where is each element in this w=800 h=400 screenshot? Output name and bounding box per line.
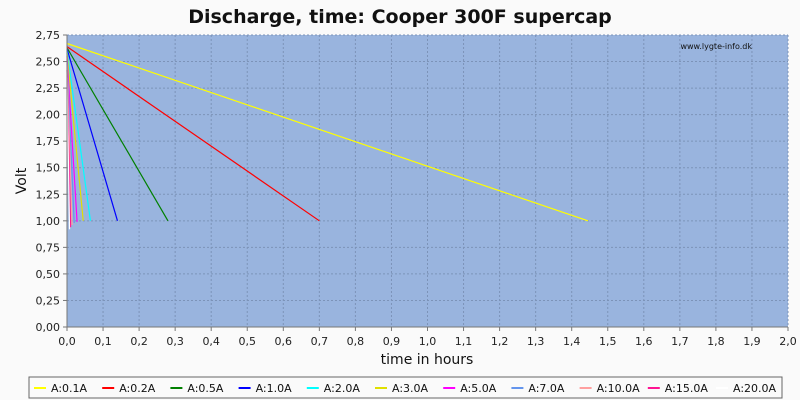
x-tick-label: 1,4 <box>563 335 581 348</box>
y-tick-label: 2,00 <box>36 109 61 122</box>
y-tick-label: 1,25 <box>36 188 61 201</box>
series-line-A:0.2A <box>66 46 320 222</box>
series-layer <box>66 42 589 230</box>
x-tick-label: 1,7 <box>671 335 689 348</box>
x-tick-label: 0,7 <box>311 335 329 348</box>
x-tick-label: 1,0 <box>419 335 437 348</box>
y-tick-label: 2,50 <box>36 56 61 69</box>
legend-label: A:0.1A <box>51 382 88 395</box>
legend-label: A:20.0A <box>733 382 777 395</box>
x-tick-label: 0,0 <box>58 335 76 348</box>
x-tick-label: 0,8 <box>347 335 365 348</box>
series-line-A:0.5A <box>66 47 169 222</box>
x-tick-label: 1,9 <box>743 335 761 348</box>
y-axis-label: Volt <box>14 167 30 194</box>
x-tick-label: 0,9 <box>383 335 401 348</box>
series-line-A:5.0A <box>66 56 78 222</box>
y-tick-label: 0,75 <box>36 241 61 254</box>
y-tick-label: 1,50 <box>36 162 61 175</box>
y-tick-label: 0,00 <box>36 321 61 334</box>
x-axis-label: time in hours <box>381 352 474 368</box>
legend-label: A:2.0A <box>324 382 361 395</box>
x-tick-label: 1,1 <box>455 335 473 348</box>
series-line-A:0.1A <box>66 42 589 222</box>
legend-label: A:5.0A <box>460 382 497 395</box>
x-tick-label: 1,6 <box>635 335 653 348</box>
legend-label: A:15.0A <box>665 382 709 395</box>
x-tick-label: 1,2 <box>491 335 509 348</box>
legend-label: A:3.0A <box>392 382 429 395</box>
series-line-A:2.0A <box>66 50 92 221</box>
x-tick-label: 0,4 <box>202 335 220 348</box>
legend-label: A:0.5A <box>187 382 224 395</box>
series-line-A:3.0A <box>66 52 84 221</box>
y-tick-label: 1,00 <box>36 215 61 228</box>
x-tick-label: 2,0 <box>779 335 797 348</box>
legend-label: A:1.0A <box>256 382 293 395</box>
x-tick-label: 1,5 <box>599 335 617 348</box>
legend-box <box>28 376 783 399</box>
grid <box>67 34 789 327</box>
y-tick-label: 2,75 <box>36 29 61 42</box>
legend-label: A:7.0A <box>528 382 565 395</box>
x-tick-label: 0,2 <box>130 335 148 348</box>
legend-label: A:0.2A <box>119 382 156 395</box>
x-tick-label: 0,3 <box>166 335 184 348</box>
x-tick-label: 1,8 <box>707 335 725 348</box>
watermark: www.lygte-info.dk <box>680 42 752 51</box>
chart-title: Discharge, time: Cooper 300F supercap <box>188 6 612 28</box>
y-tick-labels: 0,00 0,25 0,50 0,75 1,00 1,25 1,50 1,75 2,00 2,25… <box>36 29 67 334</box>
legend-label: A:10.0A <box>597 382 641 395</box>
y-tick-label: 0,25 <box>36 294 61 307</box>
series-line-A:1.0A <box>66 48 119 221</box>
x-tick-label: 0,6 <box>275 335 293 348</box>
x-tick-label: 0,1 <box>94 335 112 348</box>
x-tick-labels: 0,0 0,1 0,2 0,3 0,4 0,5 0,6 0,7 0,8 0,9 1,0 1,1 1,2 1… <box>58 327 797 348</box>
x-tick-label: 1,3 <box>527 335 545 348</box>
legend: A:0.1A A:0.2A A:0.5A A:1.0A A:2.0A A:3.0A A:5.… <box>34 382 777 395</box>
y-tick-label: 1,75 <box>36 135 61 148</box>
y-tick-label: 0,50 <box>36 268 61 281</box>
x-tick-label: 0,5 <box>239 335 257 348</box>
y-tick-label: 2,25 <box>36 82 61 95</box>
